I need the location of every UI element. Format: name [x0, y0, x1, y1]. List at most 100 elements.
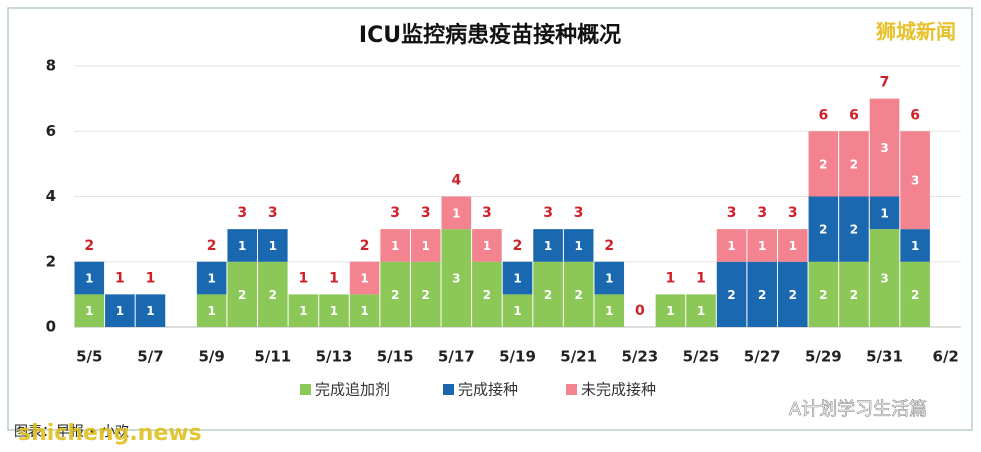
bar-segment: [839, 261, 869, 327]
segment-label: 1: [513, 304, 521, 318]
bar-segment: [380, 229, 410, 262]
bar-segment: [196, 294, 227, 327]
bar-segment: [747, 229, 777, 262]
segment-label: 1: [758, 239, 766, 253]
x-tick-label: 5/13: [316, 348, 353, 366]
site-watermark: shicheng.news: [18, 421, 202, 446]
x-tick-label: 5/19: [499, 348, 536, 366]
segment-label: 3: [880, 272, 888, 286]
segment-label: 1: [360, 272, 368, 286]
bar-segment: [74, 261, 105, 295]
total-label: 4: [451, 173, 461, 189]
total-label: 1: [666, 270, 676, 286]
segment-label: 2: [819, 223, 827, 237]
x-tick-label: 5/29: [805, 348, 842, 366]
bar-segment: [349, 294, 380, 327]
segment-label: 2: [789, 288, 797, 302]
bar-segment: [441, 196, 472, 230]
total-label: 1: [299, 270, 309, 286]
segment-label: 1: [330, 304, 338, 318]
segment-label: 1: [269, 239, 277, 253]
bar-segment: [472, 261, 502, 327]
bar-segment: [258, 261, 288, 327]
segment-label: 1: [452, 206, 460, 220]
segment-label: 1: [789, 239, 797, 253]
segment-label: 2: [758, 288, 766, 302]
segment-label: 1: [146, 304, 154, 318]
segment-label: 2: [422, 288, 430, 302]
total-label: 2: [604, 238, 614, 254]
total-label: 6: [849, 107, 859, 123]
bar-segment: [747, 261, 777, 327]
total-label: 2: [207, 238, 217, 254]
segment-label: 2: [269, 288, 277, 302]
total-label: 6: [910, 107, 920, 123]
segment-label: 2: [819, 157, 827, 171]
segment-label: 1: [605, 272, 613, 286]
bar-segment: [900, 131, 930, 230]
segment-label: 1: [238, 239, 246, 253]
chart-title: ICU监控病患疫苗接种概况: [359, 22, 621, 48]
total-label: 2: [84, 238, 94, 254]
bar-segment: [349, 261, 380, 295]
segment-label: 1: [605, 304, 613, 318]
total-label: 7: [880, 75, 890, 91]
bar-segment: [227, 261, 258, 327]
y-tick-label: 0: [46, 318, 56, 336]
total-label: 3: [574, 205, 584, 221]
legend-label: 完成追加剂: [315, 381, 390, 399]
y-tick-label: 4: [46, 187, 56, 205]
segment-label: 1: [207, 304, 215, 318]
segment-label: 1: [666, 304, 674, 318]
bar-segment: [258, 229, 288, 262]
bar-segment: [410, 229, 441, 262]
x-tick-label: 6/2: [933, 348, 959, 366]
bar-segment: [502, 294, 533, 327]
legend-swatch: [566, 384, 577, 395]
bar-segment: [563, 229, 594, 262]
x-tick-label: 5/21: [560, 348, 597, 366]
source: 图表：早报 • 小欢: [14, 424, 129, 440]
segment-label: 1: [299, 304, 307, 318]
x-tick-label: 5/7: [137, 348, 163, 366]
segment-label: 1: [513, 272, 521, 286]
total-label: 6: [818, 107, 828, 123]
segment-label: 2: [819, 288, 827, 302]
segment-label: 1: [116, 304, 124, 318]
legend-label: 完成接种: [458, 381, 518, 399]
bar-segment: [533, 261, 563, 327]
bar-segment: [196, 261, 227, 295]
x-tick-label: 5/11: [254, 348, 291, 366]
total-label: 1: [329, 270, 339, 286]
segment-label: 1: [483, 239, 491, 253]
segment-label: 1: [880, 206, 888, 220]
segment-label: 2: [544, 288, 552, 302]
bar-segment: [594, 261, 625, 295]
bar-segment: [716, 229, 747, 262]
segment-label: 1: [391, 239, 399, 253]
total-label: 3: [421, 205, 431, 221]
segment-label: 2: [483, 288, 491, 302]
segment-label: 1: [207, 272, 215, 286]
bar-segment: [288, 294, 319, 327]
bar-segment: [869, 196, 900, 230]
segment-label: 1: [422, 239, 430, 253]
total-label: 2: [513, 238, 523, 254]
y-tick-label: 8: [46, 57, 56, 75]
segment-label: 1: [574, 239, 582, 253]
bar-segment: [777, 261, 808, 327]
segment-label: 2: [238, 288, 246, 302]
bar-segment: [808, 261, 839, 327]
segment-label: 2: [850, 223, 858, 237]
account-watermark: A计划学习生活篇: [789, 399, 927, 420]
total-label: 3: [757, 205, 767, 221]
bar-segment: [472, 229, 502, 262]
bar-segment: [686, 294, 716, 327]
bar-segment: [105, 294, 135, 327]
x-tick-label: 5/9: [198, 348, 224, 366]
y-tick-label: 6: [46, 122, 56, 140]
segment-label: 2: [574, 288, 582, 302]
bar-segment: [655, 294, 686, 327]
bar-segment: [716, 261, 747, 327]
